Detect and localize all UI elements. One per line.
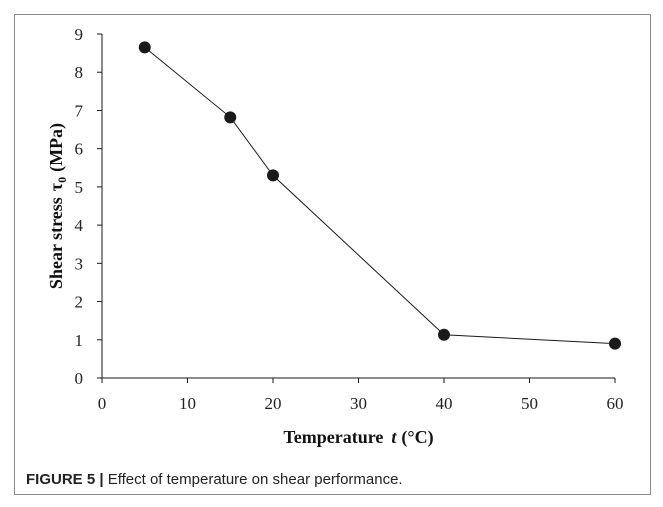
y-axis-title-main: Shear stress [46, 197, 66, 289]
data-point [224, 111, 237, 124]
axes [101, 34, 615, 379]
figure-caption: FIGURE 5 | Effect of temperature on shea… [26, 471, 646, 488]
y-axis-title-unit: (MPa) [46, 123, 67, 172]
caption-text: Effect of temperature on shear performan… [107, 471, 403, 488]
y-ticks: 0 1 2 3 4 5 6 7 8 9 [75, 25, 102, 388]
y-axis-title: Shear stress τ0 (MPa) [46, 123, 69, 289]
y-axis-title-subscript: 0 [55, 177, 69, 183]
x-ticks: 0 10 20 30 40 50 60 [98, 378, 624, 413]
y-tick-label: 6 [75, 140, 84, 159]
y-tick-label: 5 [75, 178, 84, 197]
data-point [609, 337, 621, 350]
data-point [438, 328, 450, 341]
x-tick-label: 20 [265, 394, 282, 413]
x-tick-label: 40 [436, 394, 453, 413]
y-tick-label: 1 [75, 331, 84, 350]
y-tick-label: 3 [75, 254, 84, 273]
y-tick-label: 8 [75, 63, 84, 82]
x-tick-label: 50 [521, 394, 538, 413]
x-axis-title-unit: (°C) [401, 427, 433, 448]
figure-frame [14, 14, 651, 495]
data-points [138, 41, 621, 350]
x-tick-label: 10 [179, 394, 196, 413]
y-tick-label: 0 [75, 369, 84, 388]
y-tick-label: 4 [75, 216, 84, 235]
x-axis-title-variable: t [391, 427, 397, 447]
x-tick-label: 60 [607, 394, 624, 413]
y-tick-label: 9 [75, 25, 84, 44]
x-axis-title-main: Temperature [283, 427, 383, 447]
series-line [144, 47, 616, 345]
data-point [267, 169, 279, 182]
y-axis-title-variable: τ [46, 182, 66, 191]
x-tick-label: 0 [98, 394, 107, 413]
y-tick-label: 2 [75, 293, 84, 312]
x-axis-title: Temperature t (°C) [283, 427, 433, 448]
figure-label: FIGURE 5 | [26, 471, 104, 488]
x-tick-label: 30 [350, 394, 367, 413]
y-tick-label: 7 [75, 101, 84, 120]
data-point [138, 41, 151, 54]
